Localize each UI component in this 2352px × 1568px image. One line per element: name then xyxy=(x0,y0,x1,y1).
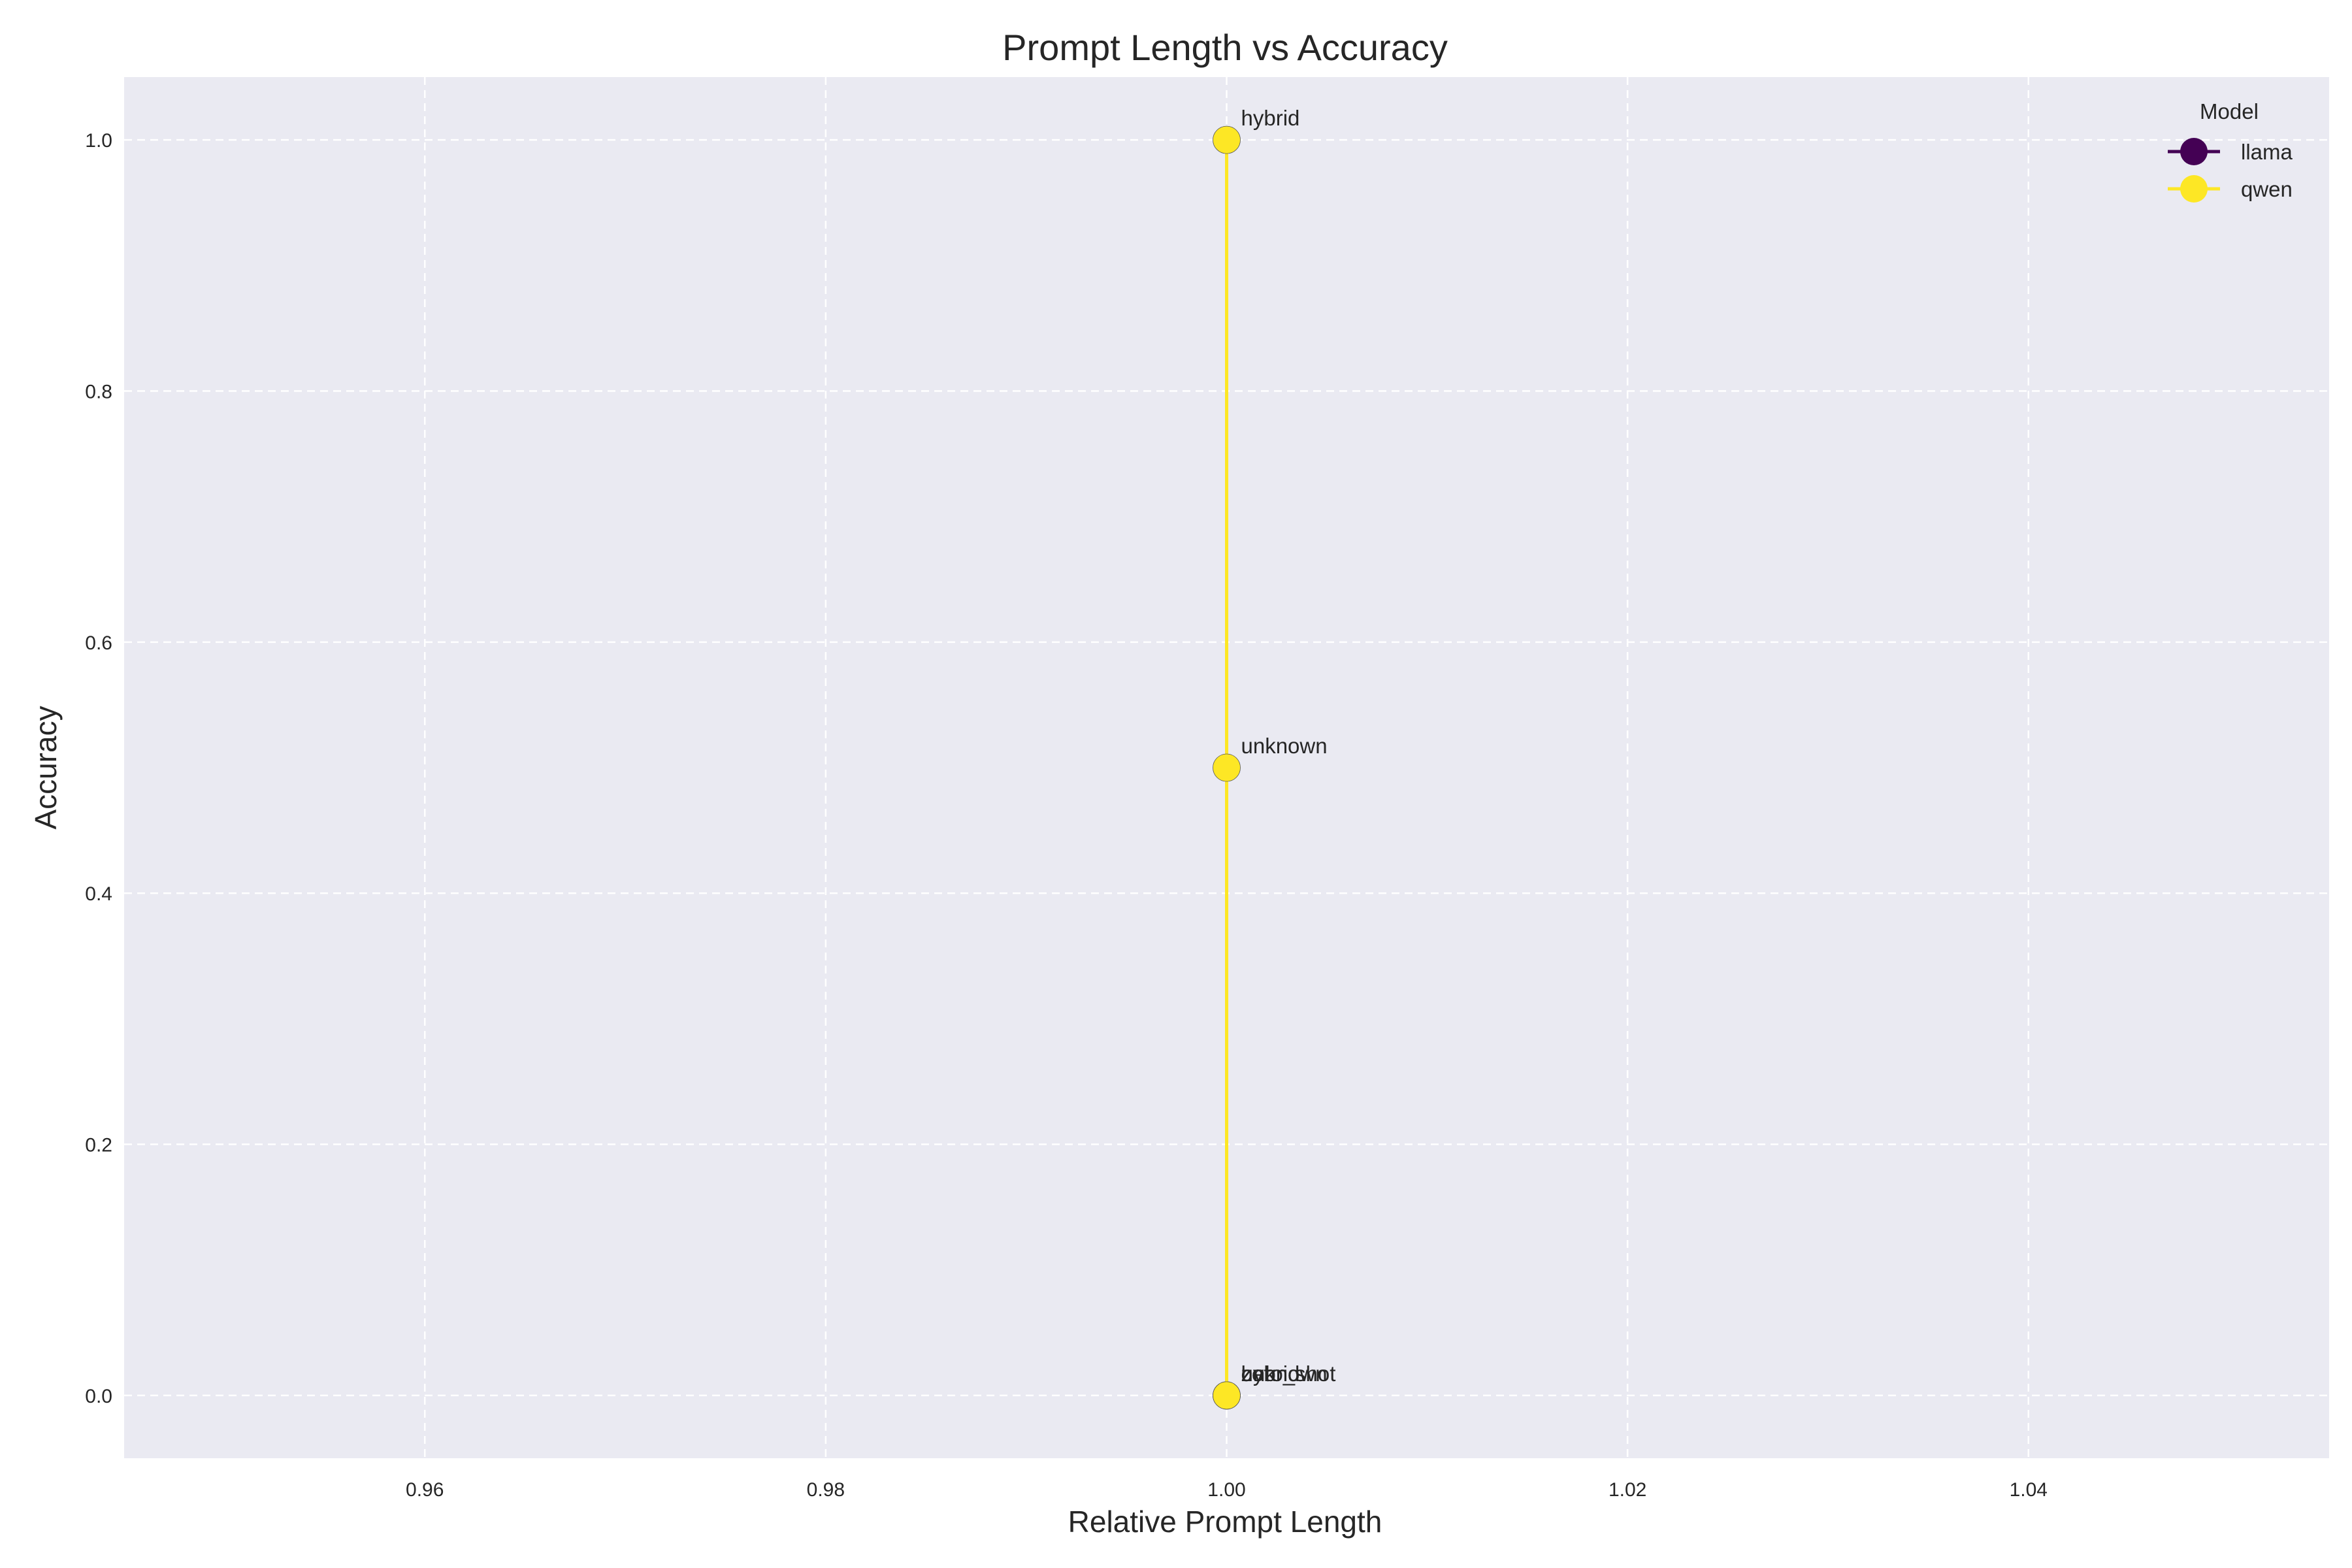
y-tick-label: 0.2 xyxy=(85,1135,112,1156)
point-label: hybrid xyxy=(1241,106,1300,130)
x-tick-label: 1.00 xyxy=(1207,1479,1245,1501)
y-tick-label: 0.8 xyxy=(85,381,112,402)
point-label: zero_shot xyxy=(1241,1362,1336,1386)
point-label: unknown xyxy=(1241,734,1328,758)
x-tick-label: 0.98 xyxy=(807,1479,845,1501)
series-layer xyxy=(1213,125,1241,1410)
chart-title: Prompt Length vs Accuracy xyxy=(1002,27,1448,68)
legend: Model llama qwen xyxy=(2168,99,2293,203)
x-axis: 0.96 0.98 1.00 1.02 1.04 xyxy=(406,1479,2048,1501)
point-label: hybrid xyxy=(1241,1362,1300,1386)
x-axis-title: Relative Prompt Length xyxy=(1068,1505,1382,1539)
legend-label: qwen xyxy=(2241,177,2293,201)
y-axis: 0.0 0.2 0.4 0.6 0.8 1.0 xyxy=(85,130,112,1407)
data-point-qwen xyxy=(1213,125,1241,154)
y-tick-label: 0.4 xyxy=(85,883,112,905)
y-tick-label: 0.0 xyxy=(85,1386,112,1407)
legend-title: Model xyxy=(2200,99,2259,123)
data-point-qwen xyxy=(1213,753,1241,782)
y-axis-title: Accuracy xyxy=(29,706,63,829)
point-label: cot xyxy=(1241,1362,1270,1386)
legend-label: llama xyxy=(2241,140,2293,164)
y-tick-label: 1.0 xyxy=(85,130,112,152)
point-label: unknown xyxy=(1241,1362,1328,1386)
x-tick-label: 1.04 xyxy=(2010,1479,2048,1501)
x-tick-label: 0.96 xyxy=(406,1479,444,1501)
legend-marker-qwen xyxy=(2180,175,2208,203)
legend-marker-llama xyxy=(2180,138,2208,165)
x-tick-label: 1.02 xyxy=(1609,1479,1646,1501)
y-tick-label: 0.6 xyxy=(85,632,112,654)
data-point-qwen xyxy=(1213,1381,1241,1410)
